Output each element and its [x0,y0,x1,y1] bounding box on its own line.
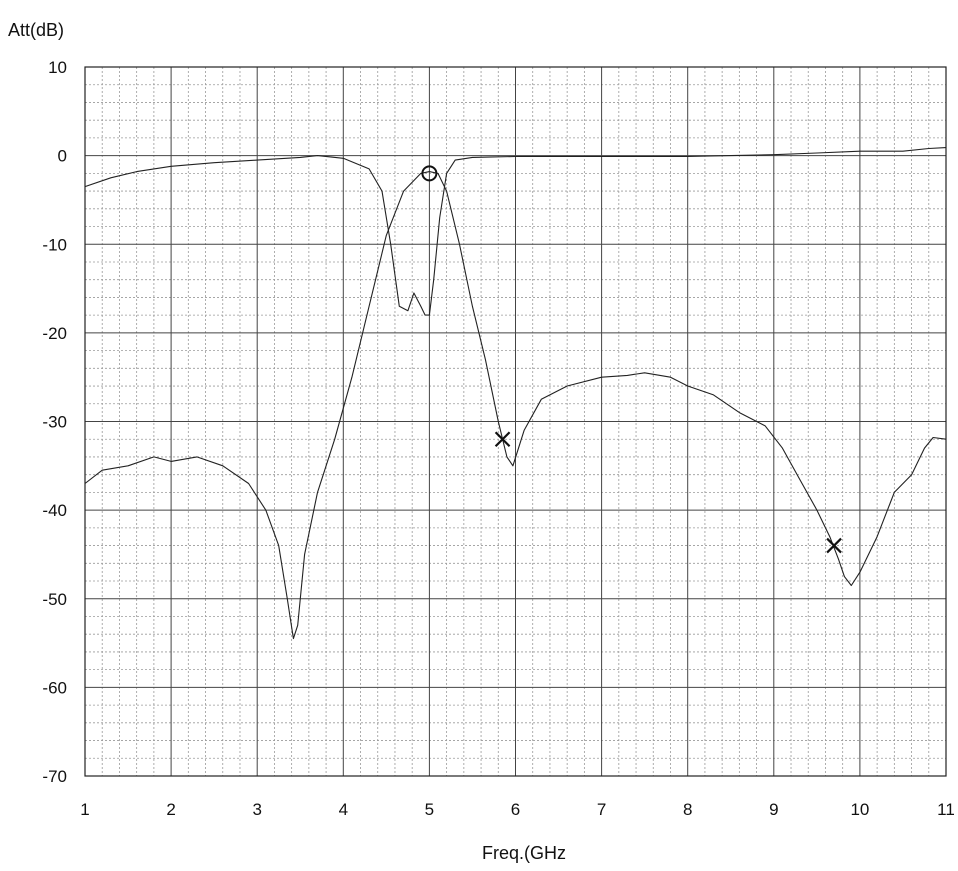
x-tick-label: 5 [425,800,434,819]
series-traces [84,147,947,640]
x-tick-label: 3 [252,800,261,819]
y-tick-label: -60 [42,678,67,697]
y-tick-label: -50 [42,590,67,609]
y-tick-label: -10 [42,235,67,254]
plot-frame [84,66,947,777]
x-tick-label: 2 [166,800,175,819]
circle-marker [421,165,438,182]
x-tick-labels: 1 2 3 4 5 6 7 8 9 10 11 [80,800,955,819]
x-tick-label: 11 [937,800,955,819]
series-line-2 [84,171,947,640]
y-tick-labels: 10 0 -10 -20 -30 -40 -50 -60 -70 [42,58,67,786]
y-tick-label: -70 [42,767,67,786]
x-axis-label: Freq.(GHz [482,843,566,863]
x-tick-label: 8 [683,800,692,819]
y-tick-label: -30 [42,413,67,432]
cross-marker [494,431,511,448]
major-gridlines [85,67,946,776]
point-markers [421,165,842,554]
y-axis-label: Att(dB) [8,20,64,40]
y-tick-label: 10 [48,58,67,77]
minor-gridlines [85,67,946,776]
x-tick-label: 9 [769,800,778,819]
series-line-1 [84,147,947,316]
x-tick-label: 7 [597,800,606,819]
y-tick-label: -40 [42,501,67,520]
cross-marker [826,537,842,554]
x-tick-label: 4 [339,800,348,819]
x-tick-label: 6 [511,800,520,819]
y-tick-label: 0 [58,147,67,166]
y-tick-label: -20 [42,324,67,343]
x-tick-label: 10 [850,800,869,819]
x-tick-label: 1 [80,800,89,819]
